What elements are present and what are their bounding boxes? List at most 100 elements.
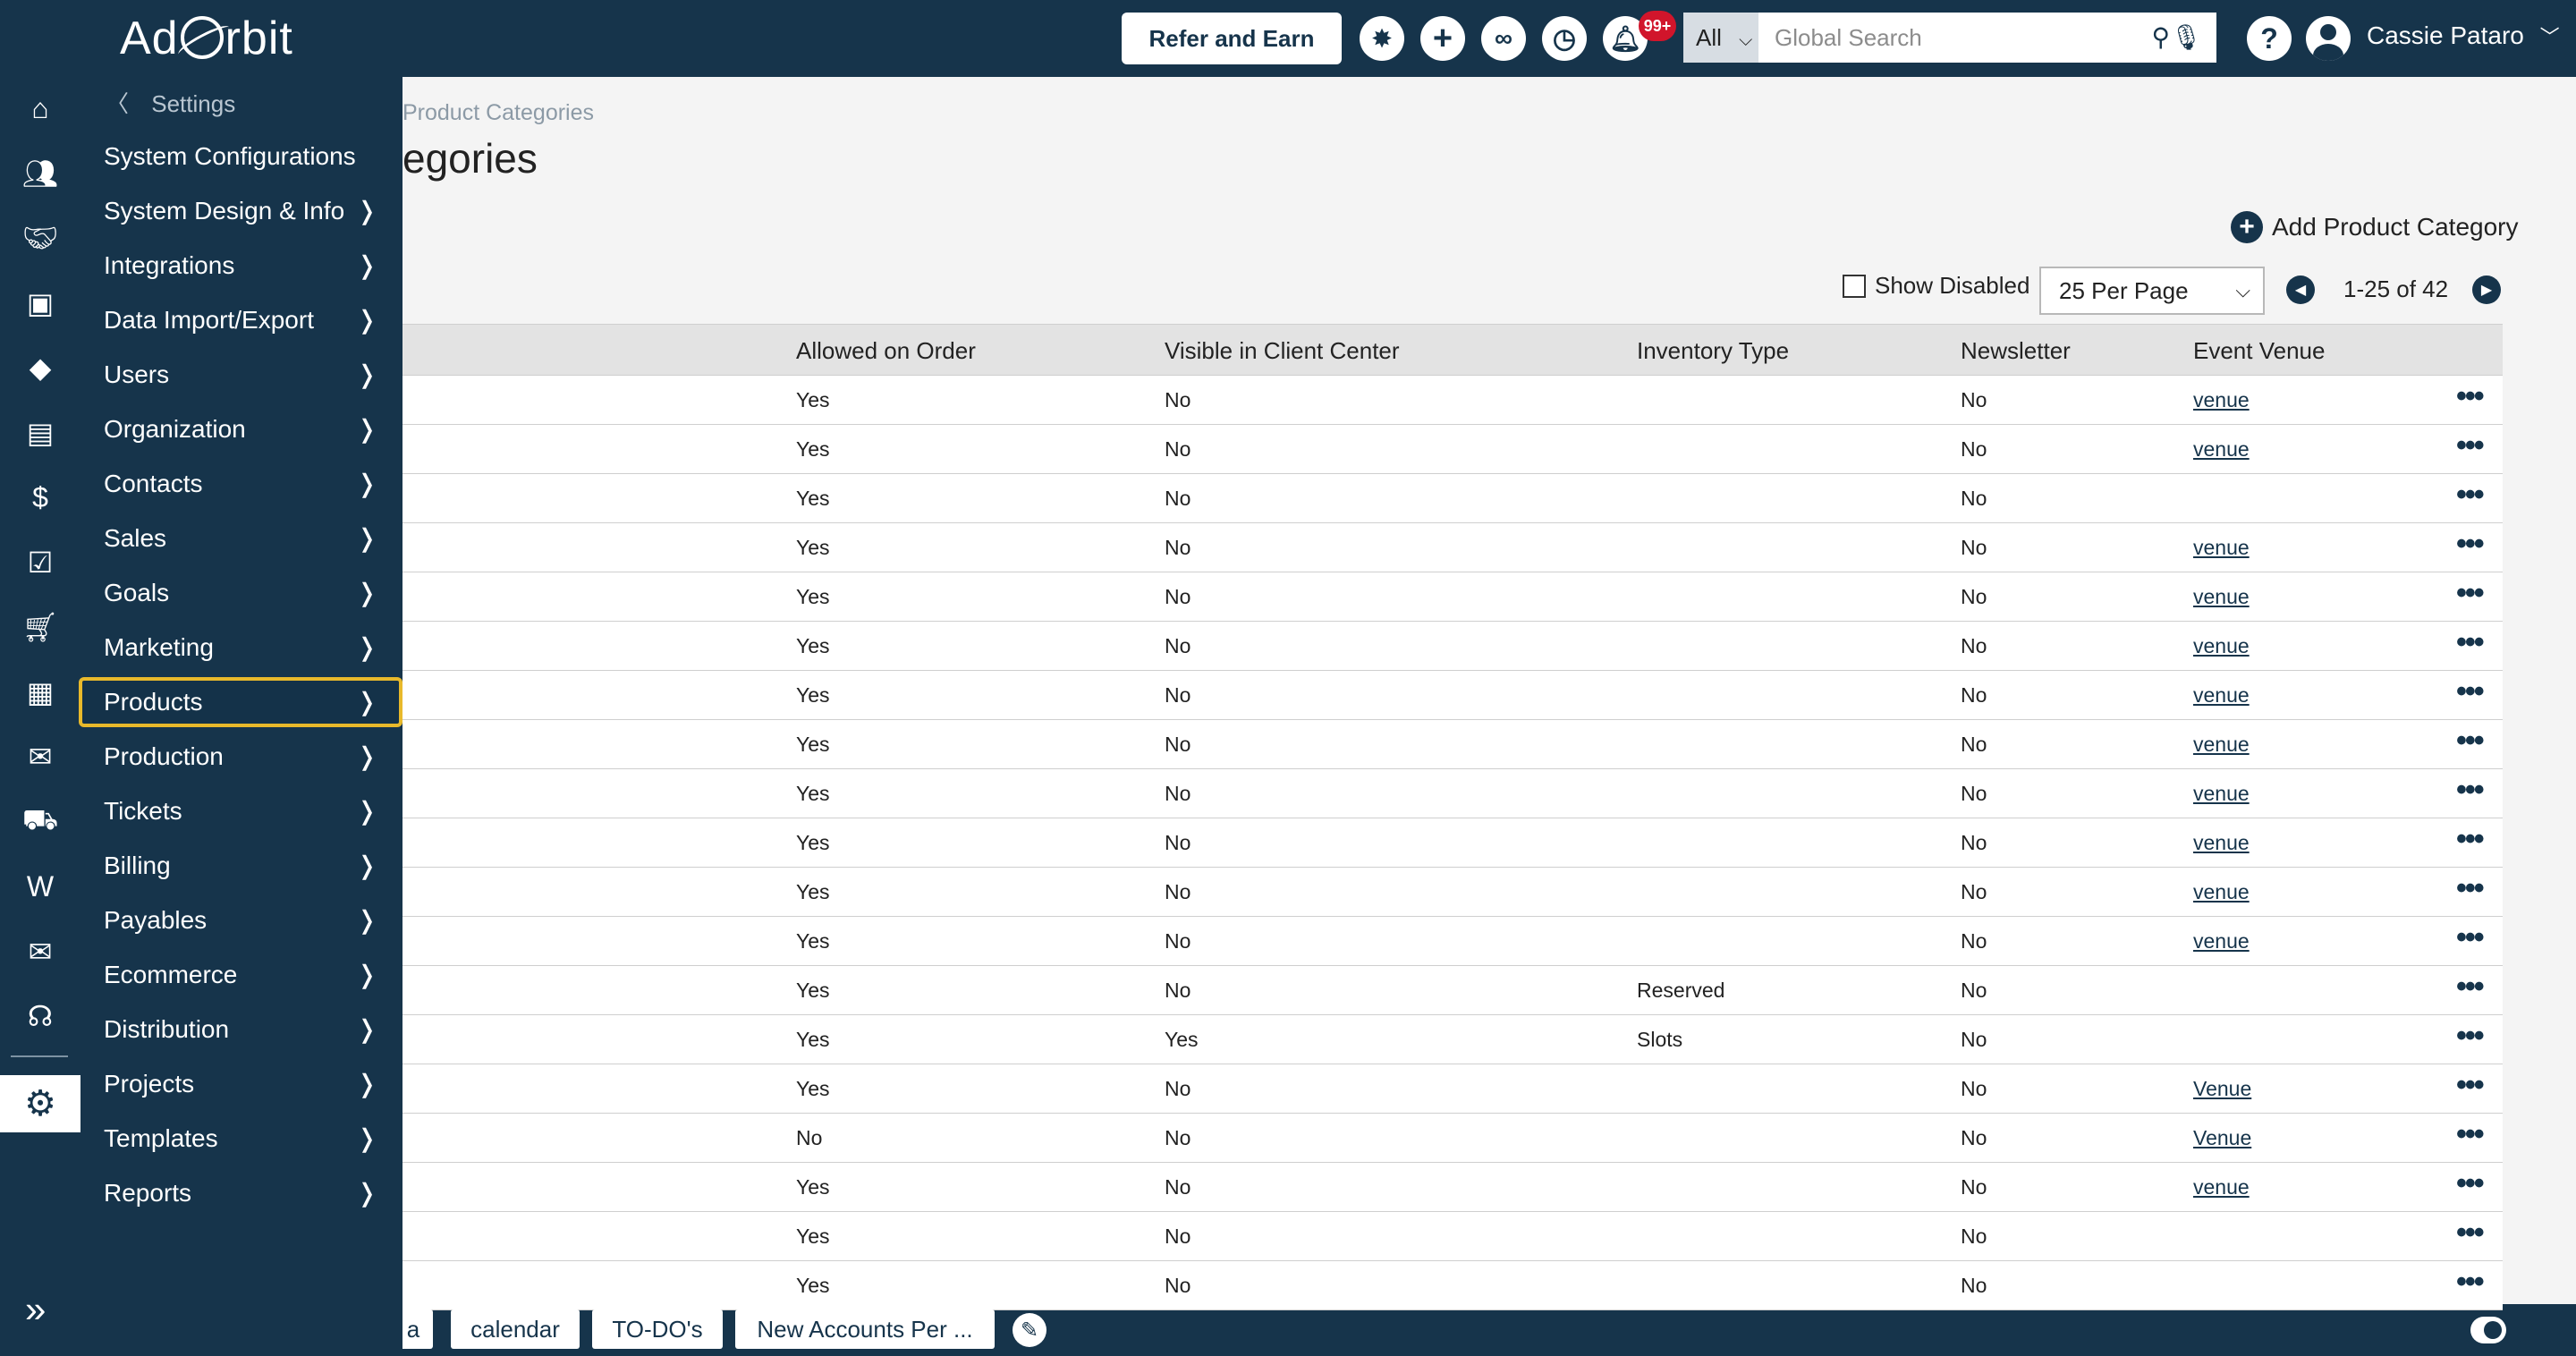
settings-menu-item-templates[interactable]: Templates ❭ <box>79 1114 402 1164</box>
table-row[interactable]: Yes No No ••• <box>402 1261 2503 1310</box>
table-row[interactable]: Yes No No venue ••• <box>402 917 2503 966</box>
settings-menu-item-projects[interactable]: Projects ❭ <box>79 1059 402 1109</box>
link-icon[interactable]: ∞ <box>1481 16 1526 61</box>
party-popper-icon[interactable]: ✸ <box>1360 16 1404 61</box>
bottom-tab-new-accounts[interactable]: New Accounts Per ... <box>735 1309 995 1349</box>
table-row[interactable]: Yes No No venue ••• <box>402 769 2503 818</box>
mailbox-icon[interactable]: ✉ <box>28 741 53 773</box>
row-actions-icon[interactable]: ••• <box>2456 822 2485 856</box>
column-header-event-venue[interactable]: Event Venue <box>2193 337 2326 364</box>
column-header-allowed-on-order[interactable]: Allowed on Order <box>796 337 976 364</box>
table-row[interactable]: Yes No No venue ••• <box>402 622 2503 671</box>
cell-event-venue[interactable]: venue <box>2193 782 2250 805</box>
support-icon[interactable]: ☊ <box>27 1000 54 1032</box>
row-actions-icon[interactable]: ••• <box>2456 871 2485 905</box>
table-row[interactable]: Yes No No Venue ••• <box>402 1064 2503 1114</box>
row-actions-icon[interactable]: ••• <box>2456 724 2485 758</box>
next-page-button[interactable]: ▶ <box>2472 275 2501 304</box>
row-actions-icon[interactable]: ••• <box>2456 1166 2485 1200</box>
row-actions-icon[interactable]: ••• <box>2456 970 2485 1004</box>
table-row[interactable]: Yes No No venue ••• <box>402 1163 2503 1212</box>
settings-menu-item-goals[interactable]: Goals ❭ <box>79 568 402 618</box>
settings-menu-item-billing[interactable]: Billing ❭ <box>79 841 402 891</box>
checklist-icon[interactable]: ☑ <box>27 546 54 579</box>
event-calendar-icon[interactable]: ▦ <box>26 675 55 708</box>
row-actions-icon[interactable]: ••• <box>2456 674 2485 708</box>
cell-event-venue[interactable]: venue <box>2193 880 2250 903</box>
row-actions-icon[interactable]: ••• <box>2456 1265 2485 1299</box>
per-page-select[interactable]: 25 Per Page ⌵ <box>2039 267 2265 315</box>
row-actions-icon[interactable]: ••• <box>2456 1117 2485 1151</box>
cell-event-venue[interactable]: venue <box>2193 683 2250 707</box>
breadcrumb[interactable]: Product Categories <box>402 100 595 125</box>
previous-page-button[interactable]: ◀ <box>2286 275 2315 304</box>
settings-menu-item-system-configurations[interactable]: System Configurations <box>79 131 402 182</box>
settings-menu-item-distribution[interactable]: Distribution ❭ <box>79 1004 402 1055</box>
microphone-icon[interactable]: 🎙︎ <box>2170 23 2202 51</box>
row-actions-icon[interactable]: ••• <box>2456 625 2485 659</box>
expand-rail-icon[interactable]: » <box>25 1288 47 1330</box>
settings-menu-item-reports[interactable]: Reports ❭ <box>79 1168 402 1218</box>
settings-menu-item-system-design-info[interactable]: System Design & Info ❭ <box>79 186 402 236</box>
row-actions-icon[interactable]: ••• <box>2456 379 2485 413</box>
cell-event-venue[interactable]: Venue <box>2193 1126 2252 1149</box>
settings-icon[interactable]: ⚙ <box>0 1075 80 1132</box>
settings-menu-item-contacts[interactable]: Contacts ❭ <box>79 459 402 509</box>
tag-icon[interactable]: ◆ <box>29 352 52 384</box>
cell-event-venue[interactable]: venue <box>2193 929 2250 953</box>
cell-event-venue[interactable]: venue <box>2193 831 2250 854</box>
theme-toggle[interactable] <box>2470 1317 2506 1343</box>
contacts-icon[interactable]: 👥︎ <box>21 157 59 190</box>
settings-menu-item-organization[interactable]: Organization ❭ <box>79 404 402 454</box>
adorbit-logo[interactable]: Ad rbit <box>120 13 293 64</box>
settings-menu-item-data-import-export[interactable]: Data Import/Export ❭ <box>79 295 402 345</box>
billing-icon[interactable]: $ <box>32 480 48 513</box>
row-actions-icon[interactable]: ••• <box>2456 1019 2485 1053</box>
settings-menu-item-users[interactable]: Users ❭ <box>79 350 402 400</box>
invoice-icon[interactable]: ▤ <box>26 416 55 449</box>
settings-menu-item-ecommerce[interactable]: Ecommerce ❭ <box>79 950 402 1000</box>
table-row[interactable]: Yes No No venue ••• <box>402 523 2503 572</box>
column-header-inventory-type[interactable]: Inventory Type <box>1637 337 1790 364</box>
table-row[interactable]: Yes No No ••• <box>402 474 2503 523</box>
table-row[interactable]: Yes No No venue ••• <box>402 425 2503 474</box>
cell-event-venue[interactable]: venue <box>2193 1175 2250 1199</box>
column-header-visible-in-client-center[interactable]: Visible in Client Center <box>1165 337 1400 364</box>
row-actions-icon[interactable]: ••• <box>2456 576 2485 610</box>
settings-back-link[interactable]: 〈 Settings <box>106 86 235 119</box>
global-search-input[interactable]: Global Search ⚲ 🎙︎ <box>1758 13 2216 63</box>
table-row[interactable]: Yes No No venue ••• <box>402 671 2503 720</box>
search-scope-select[interactable]: All ⌵ <box>1683 13 1758 63</box>
gallery-icon[interactable]: ▣ <box>26 286 55 319</box>
table-row[interactable]: Yes No No venue ••• <box>402 818 2503 868</box>
row-actions-icon[interactable]: ••• <box>2456 773 2485 807</box>
edit-tabs-icon[interactable]: ✎ <box>1013 1313 1046 1347</box>
cell-event-venue[interactable]: venue <box>2193 388 2250 411</box>
settings-menu-item-integrations[interactable]: Integrations ❭ <box>79 241 402 291</box>
table-row[interactable]: No No No Venue ••• <box>402 1114 2503 1163</box>
avatar[interactable] <box>2306 16 2351 61</box>
search-icon[interactable]: ⚲ <box>2151 23 2170 51</box>
table-row[interactable]: Yes No No ••• <box>402 1212 2503 1261</box>
cell-event-venue[interactable]: venue <box>2193 733 2250 756</box>
row-actions-icon[interactable]: ••• <box>2456 1216 2485 1250</box>
table-row[interactable]: Yes No No venue ••• <box>402 376 2503 425</box>
row-actions-icon[interactable]: ••• <box>2456 527 2485 561</box>
notification-bell-icon[interactable]: 🔔︎ <box>1603 16 1648 61</box>
table-row[interactable]: Yes No No venue ••• <box>402 572 2503 622</box>
cell-event-venue[interactable]: venue <box>2193 585 2250 608</box>
bottom-tab-todos[interactable]: TO-DO's <box>592 1309 723 1349</box>
settings-menu-item-payables[interactable]: Payables ❭ <box>79 895 402 945</box>
row-actions-icon[interactable]: ••• <box>2456 478 2485 512</box>
row-actions-icon[interactable]: ••• <box>2456 1068 2485 1102</box>
email-icon[interactable]: ✉ <box>28 935 53 968</box>
table-row[interactable]: Yes No No venue ••• <box>402 868 2503 917</box>
row-actions-icon[interactable]: ••• <box>2456 920 2485 954</box>
add-icon[interactable]: + <box>1420 16 1465 61</box>
settings-menu-item-tickets[interactable]: Tickets ❭ <box>79 786 402 836</box>
settings-menu-item-production[interactable]: Production ❭ <box>79 732 402 782</box>
cell-event-venue[interactable]: Venue <box>2193 1077 2252 1100</box>
refer-and-earn-button[interactable]: Refer and Earn <box>1122 13 1342 64</box>
settings-menu-item-products[interactable]: Products ❭ <box>79 677 402 727</box>
table-row[interactable]: Yes No No venue ••• <box>402 720 2503 769</box>
